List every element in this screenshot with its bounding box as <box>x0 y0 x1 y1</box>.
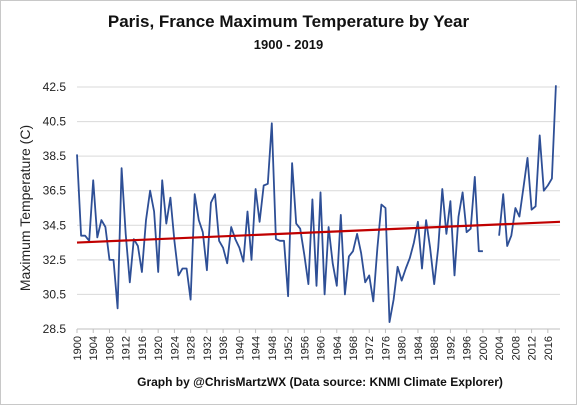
x-tick-label: 1960 <box>316 336 328 360</box>
x-tick-label: 2008 <box>510 336 522 360</box>
x-tick-label: 1984 <box>413 336 425 360</box>
x-tick-label: 1996 <box>462 336 474 360</box>
y-axis-ticks: 28.5 30.5 32.5 34.5 36.5 38.5 40.5 42.5 <box>43 80 67 336</box>
x-tick-label: 1952 <box>283 336 295 360</box>
chart-subtitle: 1900 - 2019 <box>253 37 324 52</box>
y-tick-label: 28.5 <box>43 322 67 336</box>
x-tick-label: 2000 <box>478 336 490 360</box>
x-tick-label: 1956 <box>299 336 311 360</box>
x-tick-label: 1916 <box>137 336 149 360</box>
x-tick-label: 2012 <box>527 336 539 360</box>
series-group <box>76 85 557 324</box>
x-tick-label: 1936 <box>218 336 230 360</box>
series-line <box>76 122 483 324</box>
x-tick-label: 1944 <box>251 336 263 360</box>
trendline-group <box>76 220 561 244</box>
x-tick-label: 1932 <box>202 336 214 360</box>
x-tick-label: 2016 <box>543 336 555 360</box>
x-tick-label: 1900 <box>72 336 84 360</box>
x-tick-label: 1924 <box>169 336 181 360</box>
y-tick-label: 30.5 <box>43 287 67 301</box>
y-axis-label: Maximum Temperature (C) <box>17 125 33 291</box>
y-tick-label: 34.5 <box>43 218 67 232</box>
series-line <box>498 85 557 247</box>
x-tick-label: 1908 <box>104 336 116 360</box>
y-tick-label: 36.5 <box>43 184 67 198</box>
x-axis-ticks: 1900 1904 1908 1912 1916 1920 1924 1928 1932 1936… <box>72 329 555 360</box>
x-tick-label: 1948 <box>267 336 279 360</box>
x-tick-label: 1904 <box>88 336 100 360</box>
y-tick-label: 32.5 <box>43 253 67 267</box>
x-tick-label: 1992 <box>445 336 457 360</box>
x-tick-label: 1928 <box>186 336 198 360</box>
x-tick-label: 1988 <box>429 336 441 360</box>
trendline <box>76 220 561 244</box>
y-tick-label: 38.5 <box>43 149 67 163</box>
x-tick-label: 2004 <box>494 336 506 360</box>
x-tick-label: 1940 <box>234 336 246 360</box>
x-tick-label: 1964 <box>332 336 344 360</box>
x-tick-label: 1980 <box>397 336 409 360</box>
x-tick-label: 1968 <box>348 336 360 360</box>
chart-title: Paris, France Maximum Temperature by Yea… <box>107 12 470 31</box>
x-tick-label: 1976 <box>380 336 392 360</box>
chart-credit: Graph by @ChrisMartzWX (Data source: KNM… <box>137 375 503 389</box>
x-tick-label: 1972 <box>364 336 376 360</box>
x-tick-label: 1912 <box>121 336 133 360</box>
y-tick-label: 42.5 <box>43 80 67 94</box>
gridlines <box>77 86 560 330</box>
x-tick-label: 1920 <box>153 336 165 360</box>
y-tick-label: 40.5 <box>43 115 67 129</box>
